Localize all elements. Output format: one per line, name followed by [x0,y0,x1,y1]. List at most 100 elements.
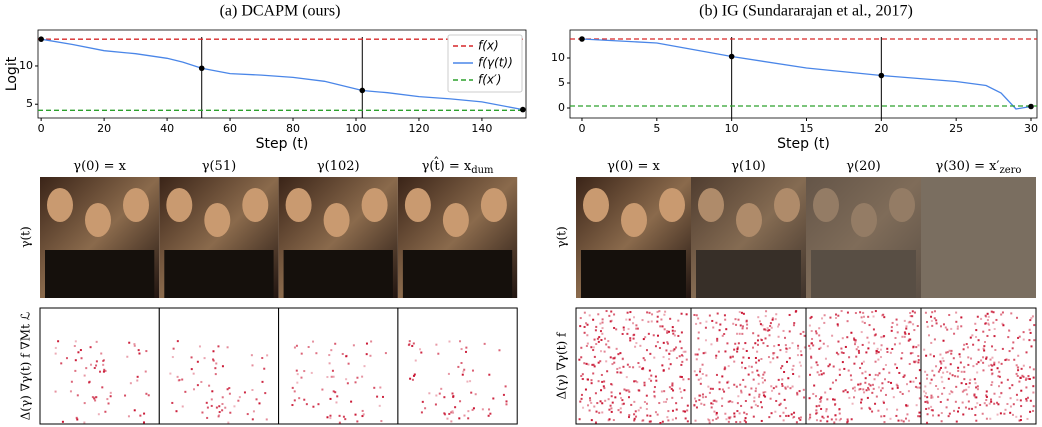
heat-pixel [869,384,872,387]
heat-pixel [335,401,338,404]
heat-pixel [868,324,871,327]
heat-pixel [663,390,666,393]
heat-pixel [467,417,470,420]
heat-pixel [893,343,896,346]
heat-pixel [967,356,970,359]
heat-pixel [228,392,231,395]
heat-pixel [76,418,79,421]
heat-pixel [312,405,315,408]
heat-pixel [838,419,841,422]
heat-pixel [787,377,790,380]
heat-pixel [871,410,874,413]
heat-pixel [590,419,593,422]
heat-pixel [54,352,57,355]
step-dot [728,53,735,60]
heat-pixel [952,357,955,360]
heat-pixel [737,342,740,345]
heat-pixel [600,339,603,342]
x-tick-label: 40 [160,122,174,135]
heat-pixel [833,421,836,424]
heat-pixel [1021,374,1024,377]
heat-pixel [1006,378,1009,381]
heat-pixel [143,412,146,415]
heat-pixel [642,338,645,341]
heat-pixel [483,342,486,345]
heat-pixel [332,390,335,393]
heat-pixel [214,373,217,376]
heat-pixel [808,324,811,327]
heat-pixel [633,419,636,422]
heat-pixel [648,377,651,380]
heat-pixel [918,411,921,414]
heat-pixel [862,311,865,314]
heat-pixel [1012,403,1015,406]
heat-pixel [1019,419,1022,422]
heat-pixel [872,387,875,390]
heat-pixel [1028,328,1031,331]
photo-body [402,250,513,298]
heat-pixel [791,342,794,345]
heat-pixel [877,409,880,412]
heat-pixel [667,330,670,333]
heat-pixel [896,384,899,387]
heat-pixel [460,362,463,365]
heat-pixel [772,387,775,390]
heat-pixel [1009,405,1012,408]
step-dot [38,36,44,42]
heat-pixel [680,354,683,357]
heat-pixel [201,411,204,414]
heat-pixel [728,417,731,420]
heat-pixel [693,404,696,407]
heat-pixel [871,391,874,394]
heat-pixel [214,367,217,370]
heat-pixel [716,337,719,340]
heat-pixel [639,406,642,409]
heat-pixel [604,399,607,402]
heat-pixel [718,388,721,391]
heat-pixel [905,325,908,328]
heat-pixel [212,358,215,361]
heat-pixel [76,394,79,397]
legend-label: f(γ(t)) [478,56,513,70]
heat-pixel [819,346,822,349]
heat-pixel [810,355,813,358]
heat-pixel [850,378,853,381]
heat-pixel [727,380,730,383]
heat-pixel [1032,405,1035,408]
heat-pixel [707,385,710,388]
heat-pixel [795,310,798,313]
heat-pixel [743,419,746,422]
heat-pixel [1013,358,1016,361]
heat-pixel [1029,399,1032,402]
heat-pixel [939,366,942,369]
caption-text: γ(t̂) = x [422,156,472,174]
heat-pixel [770,412,773,415]
heat-pixel [481,408,484,411]
heat-pixel [407,344,410,347]
heat-pixel [642,419,645,422]
heat-pixel [825,410,828,413]
heat-pixel [991,372,994,375]
heat-pixel [1005,358,1008,361]
heat-pixel [618,366,621,369]
heat-pixel [169,372,172,375]
heat-pixel [594,392,597,395]
heat-pixel [725,418,728,421]
heat-pixel [770,326,773,329]
heat-pixel [850,418,853,421]
heat-pixel [754,342,757,345]
heat-pixel [330,375,333,378]
heat-pixel [913,311,916,314]
heat-pixel [307,346,310,349]
heat-pixel [1003,412,1006,415]
heat-pixel [753,400,756,403]
step-dot [520,106,526,113]
heat-pixel [668,352,671,355]
heat-pixel [838,408,841,411]
heat-pixel [606,370,609,373]
heat-pixel [990,368,993,371]
heat-pixel [597,361,600,364]
heat-pixel [341,352,344,355]
heat-pixel [694,419,697,422]
heat-pixel [693,313,696,316]
